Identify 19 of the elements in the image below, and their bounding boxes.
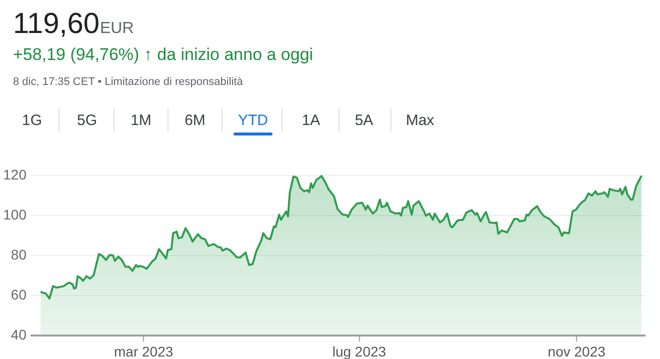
text: 1G [22,112,42,129]
x-tick-label: mar 2023 [114,344,174,359]
x-tick-label: nov 2023 [548,344,606,359]
y-tick-label: 100 [3,206,27,222]
text: EUR [100,20,134,37]
text: +58,19 (94,76%) ↑ da inizio anno a oggi [13,45,314,64]
text: 5G [76,112,98,129]
text: YTD [238,112,268,129]
text: 1M [130,112,152,129]
text: Max [406,112,435,129]
text: 8 dic, 17:35 CET • Limitazione di responsabilità [13,76,244,88]
chart-title: 119,60 [13,8,100,40]
y-tick-label: 80 [10,246,27,262]
y-tick-label: 60 [10,286,27,302]
y-tick-label: 120 [3,166,27,182]
text: 5A [354,112,374,129]
y-tick-label: 40 [10,326,27,342]
text: 1A [302,112,320,129]
text: 6M [184,112,206,129]
